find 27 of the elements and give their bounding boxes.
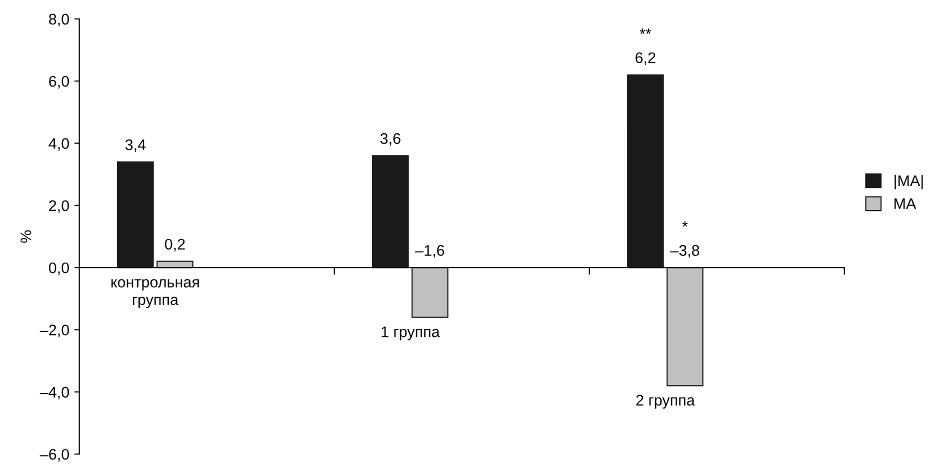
data-label: –3,8 [670, 245, 700, 258]
annotation: * [682, 221, 688, 227]
annotation: ** [640, 28, 652, 34]
y-tick-label: 6,0 [49, 76, 69, 89]
data-label: 0,2 [164, 238, 185, 252]
legend-label: |MA| [894, 174, 923, 190]
y-tick-label: 8,0 [49, 14, 69, 26]
x-tick-label: 1 группа [382, 326, 440, 340]
y-tick-label: –4,0 [40, 386, 69, 400]
y-tick-label: 2,0 [49, 200, 69, 213]
data-label: 6,2 [636, 52, 656, 65]
y-tick-label: –2,0 [40, 324, 69, 338]
x-tick-label: 2 группа [636, 394, 695, 409]
legend-label: MA [894, 198, 916, 209]
data-label: –1,6 [415, 245, 444, 258]
bar [412, 267, 448, 318]
data-label: 3,4 [125, 139, 146, 152]
bar [117, 161, 154, 268]
y-tick-label: –6,0 [40, 448, 69, 462]
y-tick-label: 4,0 [48, 138, 69, 151]
bar [666, 267, 704, 386]
y-tick-label: 0,0 [48, 262, 69, 276]
x-tick-label: контрольная группа [111, 279, 199, 308]
data-label: 3,6 [380, 133, 400, 146]
bar [627, 74, 664, 268]
y-axis-title: % [20, 230, 32, 243]
bar [372, 155, 409, 268]
